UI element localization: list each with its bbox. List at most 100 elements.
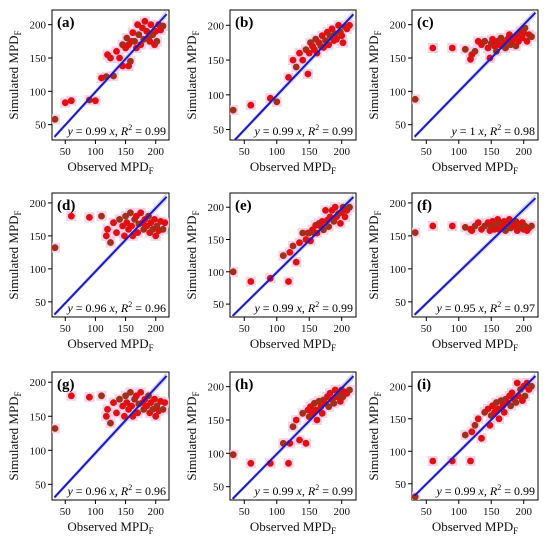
regression-equation: y = 0.99 x, R2 = 0.99 <box>253 300 353 315</box>
data-point <box>326 389 334 397</box>
y-axis-title: Simulated MPDF <box>184 210 201 299</box>
data-point <box>513 379 521 387</box>
data-point <box>159 22 167 30</box>
y-tick-label: 200 <box>30 377 47 389</box>
data-point <box>113 229 120 237</box>
data-point <box>104 225 111 233</box>
data-point <box>346 386 353 394</box>
x-tick-label: 50 <box>239 506 251 518</box>
regression-equation: y = 0.99 x, R2 = 0.99 <box>253 483 353 498</box>
data-point <box>102 412 110 420</box>
data-point <box>123 34 131 42</box>
data-point <box>147 21 155 29</box>
data-point <box>292 258 300 266</box>
y-tick-label: 150 <box>30 231 47 243</box>
data-point <box>497 34 505 42</box>
y-tick-label: 50 <box>35 120 47 132</box>
x-tick-label: 100 <box>269 146 286 158</box>
data-point <box>474 415 482 423</box>
data-point <box>128 402 136 410</box>
regression-equation: y = 0.99 x, R2 = 0.99 <box>435 483 535 498</box>
data-point <box>292 416 300 424</box>
y-tick-label: 150 <box>390 53 407 65</box>
x-tick-label: 50 <box>421 506 433 518</box>
data-point <box>305 49 313 57</box>
data-point <box>134 409 142 417</box>
x-tick-label: 50 <box>421 146 433 158</box>
y-tick-label: 50 <box>35 479 47 491</box>
x-axis-title: Observed MPDF <box>250 519 336 536</box>
data-point <box>134 229 142 237</box>
data-point <box>507 402 515 410</box>
data-point <box>247 278 255 285</box>
data-point <box>429 44 437 52</box>
data-point <box>230 451 237 459</box>
y-tick-label: 150 <box>208 235 225 247</box>
y-tick-label: 50 <box>213 299 225 311</box>
data-point <box>104 406 111 413</box>
fit-line <box>53 13 168 138</box>
data-point <box>122 212 129 220</box>
data-point <box>508 389 516 397</box>
data-point <box>110 219 117 227</box>
x-tick-label: 200 <box>147 146 164 158</box>
data-point <box>67 212 75 220</box>
panel-label: (c) <box>417 15 434 31</box>
y-tick-label: 200 <box>30 20 47 32</box>
x-tick-label: 50 <box>60 146 72 158</box>
x-tick-label: 200 <box>333 323 350 335</box>
x-tick-label: 150 <box>301 323 318 335</box>
data-point <box>279 252 287 259</box>
x-axis-title: Observed MPDF <box>250 159 336 176</box>
data-point <box>247 101 255 109</box>
data-point <box>461 45 469 53</box>
y-tick-label: 50 <box>395 297 407 309</box>
y-axis-title: Simulated MPDF <box>6 210 23 299</box>
data-point <box>123 219 131 227</box>
data-point <box>296 436 303 444</box>
data-point <box>322 207 329 214</box>
x-axis-title: Observed MPDF <box>432 159 518 176</box>
data-point <box>131 37 139 45</box>
data-point <box>528 382 535 390</box>
panel-label: (a) <box>57 15 75 31</box>
data-point <box>126 389 134 396</box>
x-tick-label: 200 <box>515 506 532 518</box>
data-point <box>159 406 167 413</box>
data-point <box>135 31 143 39</box>
y-tick-label: 200 <box>390 381 407 393</box>
x-axis-title: Observed MPDF <box>67 519 153 536</box>
x-tick-label: 100 <box>87 323 104 335</box>
data-point <box>512 399 520 406</box>
data-point <box>325 403 333 411</box>
panel-h: 50 100 150 200 50 100 150 200 (h) y = 0.99 x, R2 … <box>184 371 357 536</box>
y-tick-label: 150 <box>208 55 225 67</box>
x-tick-label: 100 <box>87 506 104 518</box>
data-point <box>318 409 326 417</box>
data-point <box>296 49 303 57</box>
panel-label: (h) <box>235 377 253 393</box>
data-point <box>339 39 347 47</box>
y-tick-label: 100 <box>390 264 407 276</box>
data-point <box>52 115 59 123</box>
data-point <box>52 244 59 252</box>
fit-line <box>413 375 537 497</box>
data-point <box>61 99 69 107</box>
panel-label: (b) <box>235 15 253 31</box>
data-point <box>429 222 437 230</box>
data-point <box>134 21 142 29</box>
y-tick-label: 150 <box>390 414 407 426</box>
panel-label: (d) <box>57 198 75 214</box>
data-point <box>299 56 307 64</box>
fit-line <box>413 197 537 316</box>
panel-g: 50 100 150 200 50 100 150 200 (g) y = 0.96 x, R2 … <box>6 371 170 536</box>
data-point <box>338 32 346 40</box>
panel-e: 50 100 150 200 50 100 150 200 (e) y = 0.99 x, R2 … <box>184 192 357 353</box>
data-point <box>346 203 353 211</box>
y-axis-title: Simulated MPDF <box>6 30 23 119</box>
data-point <box>448 44 456 52</box>
data-point <box>123 399 131 406</box>
x-tick-label: 200 <box>147 506 164 518</box>
fit-line <box>53 375 168 499</box>
y-tick-label: 100 <box>30 445 47 457</box>
